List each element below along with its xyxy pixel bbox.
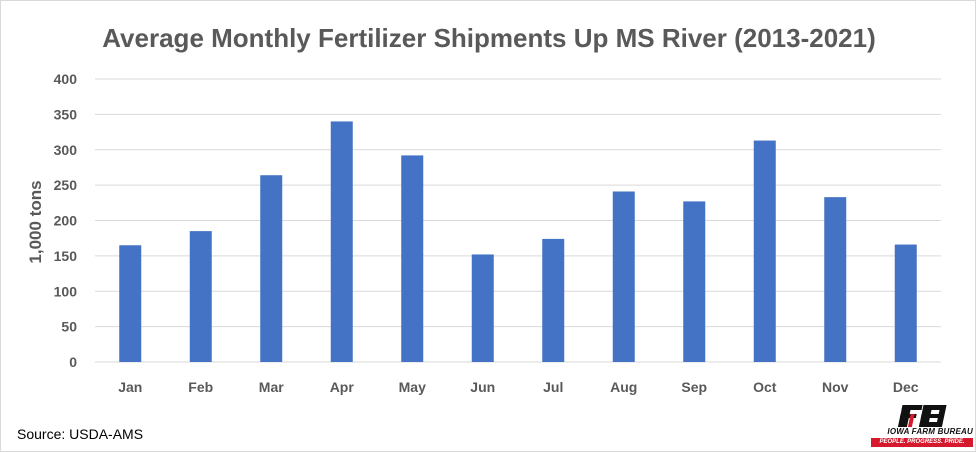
bar-aug [612,191,635,362]
y-tick-label: 50 [61,319,77,335]
y-tick-label: 0 [69,354,77,370]
x-tick-label: Nov [822,379,849,395]
x-tick-label: Feb [188,379,213,395]
y-tick-label: 100 [54,283,78,299]
y-axis-label: 1,000 tons [26,180,45,263]
bar-jan [119,245,142,362]
bar-feb [189,231,212,362]
fb-logo-mark [897,405,947,427]
x-tick-label: May [399,379,426,395]
x-tick-label: Jul [543,379,563,395]
bar-sep [683,201,706,362]
bar-mar [260,175,283,362]
x-tick-label: Dec [893,379,919,395]
x-axis-ticks: Jan Feb Mar Apr May Jun Jul Aug Sep Oct Nov Dec [118,379,919,395]
x-tick-label: Apr [330,379,355,395]
x-tick-label: Jan [118,379,142,395]
bar-jun [471,254,494,362]
y-tick-label: 300 [54,142,78,158]
x-tick-label: Mar [259,379,284,395]
x-tick-label: Jun [470,379,495,395]
y-tick-label: 150 [54,248,78,264]
x-tick-label: Oct [753,379,777,395]
bar-jul [542,238,565,362]
brand-logo: IOWA FARM BUREAU PEOPLE. PROGRESS. PRIDE… [869,403,973,451]
y-axis-ticks: 0 50 100 150 200 250 300 350 400 [54,71,78,370]
bar-oct [753,140,776,362]
bars [119,121,917,362]
bar-dec [894,244,917,362]
logo-tagline: PEOPLE. PROGRESS. PRIDE. [871,438,973,447]
logo-name: IOWA FARM BUREAU [887,427,973,436]
x-tick-label: Sep [681,379,707,395]
y-tick-label: 350 [54,106,78,122]
y-tick-label: 250 [54,177,78,193]
bar-apr [330,121,353,362]
x-tick-label: Aug [610,379,637,395]
bar-nov [824,197,847,362]
gridlines [95,78,941,363]
bar-may [401,155,424,362]
y-tick-label: 400 [54,71,78,87]
y-tick-label: 200 [54,213,78,229]
chart-title: Average Monthly Fertilizer Shipments Up … [102,23,876,53]
source-note: Source: USDA-AMS [17,426,144,442]
